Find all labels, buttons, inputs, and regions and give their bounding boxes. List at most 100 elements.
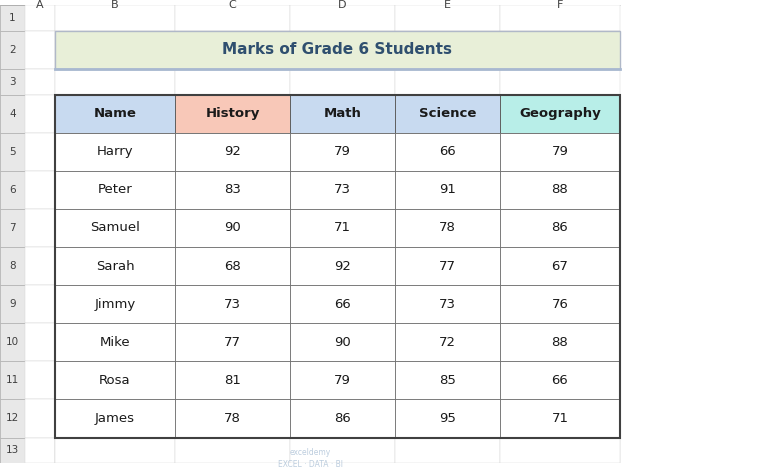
Bar: [290, 171, 395, 209]
Text: 9: 9: [9, 299, 16, 309]
Bar: [500, 133, 620, 171]
Bar: [500, 438, 620, 463]
Text: 3: 3: [9, 77, 16, 87]
Bar: [175, 285, 290, 323]
Bar: [55, 209, 175, 247]
Bar: [55, 438, 175, 463]
Bar: [0, 323, 25, 361]
Text: 6: 6: [9, 185, 16, 195]
Text: 78: 78: [224, 412, 241, 425]
Bar: [175, 209, 290, 247]
Bar: [290, 247, 395, 285]
Bar: [290, 438, 395, 463]
Bar: [175, 5, 290, 31]
Bar: [290, 361, 395, 400]
Bar: [55, 247, 175, 285]
Bar: [395, 247, 500, 285]
Text: Harry: Harry: [97, 145, 133, 158]
Bar: [25, 31, 55, 69]
Bar: [175, 94, 290, 133]
Bar: [0, 438, 25, 463]
Bar: [55, 400, 175, 438]
Text: Jimmy: Jimmy: [94, 298, 136, 311]
Text: exceldemy
EXCEL · DATA · BI: exceldemy EXCEL · DATA · BI: [278, 448, 343, 469]
Bar: [55, 285, 175, 323]
Bar: [25, 94, 55, 133]
Bar: [290, 171, 395, 209]
Bar: [395, 209, 500, 247]
Text: History: History: [206, 107, 260, 120]
Text: 78: 78: [439, 221, 456, 235]
Bar: [395, 323, 500, 361]
Text: Sarah: Sarah: [96, 259, 134, 273]
Bar: [290, 361, 395, 400]
Bar: [290, 438, 395, 463]
Text: 79: 79: [334, 374, 351, 387]
Bar: [500, 323, 620, 361]
Bar: [500, 438, 620, 463]
Text: Mike: Mike: [100, 336, 130, 349]
Bar: [500, 361, 620, 400]
Text: E: E: [444, 0, 451, 10]
Bar: [500, 5, 620, 31]
Bar: [175, 247, 290, 285]
Bar: [55, 171, 175, 209]
Bar: [0, 69, 25, 94]
Bar: [290, 209, 395, 247]
Text: Rosa: Rosa: [99, 374, 131, 387]
Text: Geography: Geography: [519, 107, 601, 120]
Bar: [55, 323, 175, 361]
Bar: [55, 285, 175, 323]
Bar: [55, 31, 175, 69]
Bar: [500, 247, 620, 285]
Text: 10: 10: [6, 337, 19, 347]
Text: 12: 12: [6, 414, 19, 423]
Text: 81: 81: [224, 374, 241, 387]
Bar: [395, 94, 500, 133]
Bar: [175, 133, 290, 171]
Bar: [290, 285, 395, 323]
Bar: [395, 247, 500, 285]
Bar: [290, 400, 395, 438]
Bar: [175, 94, 290, 133]
Bar: [500, 94, 620, 133]
Text: 1: 1: [9, 13, 16, 23]
Text: 92: 92: [224, 145, 241, 158]
Bar: [55, 400, 175, 438]
Text: F: F: [557, 0, 563, 10]
Bar: [395, 133, 500, 171]
Bar: [290, 209, 395, 247]
Bar: [175, 361, 290, 400]
Text: 86: 86: [551, 221, 568, 235]
Bar: [290, 323, 395, 361]
Text: Marks of Grade 6 Students: Marks of Grade 6 Students: [222, 42, 453, 57]
Text: 5: 5: [9, 147, 16, 157]
Text: 2: 2: [9, 45, 16, 55]
Text: Math: Math: [324, 107, 361, 120]
Text: C: C: [229, 0, 236, 10]
Bar: [0, 171, 25, 209]
Bar: [25, 361, 55, 400]
Bar: [290, 133, 395, 171]
Bar: [25, 323, 55, 361]
Text: 77: 77: [224, 336, 241, 349]
Bar: [55, 69, 175, 94]
Bar: [0, 5, 620, 463]
Bar: [290, 94, 395, 133]
Text: 13: 13: [6, 446, 19, 455]
Bar: [500, 171, 620, 209]
Text: 83: 83: [224, 183, 241, 196]
Bar: [500, 400, 620, 438]
Bar: [55, 94, 175, 133]
Text: 77: 77: [439, 259, 456, 273]
Text: 7: 7: [9, 223, 16, 233]
Bar: [395, 438, 500, 463]
Bar: [500, 69, 620, 94]
Bar: [500, 171, 620, 209]
Bar: [395, 400, 500, 438]
Text: 67: 67: [551, 259, 568, 273]
Bar: [55, 94, 620, 438]
Text: 86: 86: [334, 412, 351, 425]
Bar: [55, 247, 175, 285]
Bar: [175, 247, 290, 285]
